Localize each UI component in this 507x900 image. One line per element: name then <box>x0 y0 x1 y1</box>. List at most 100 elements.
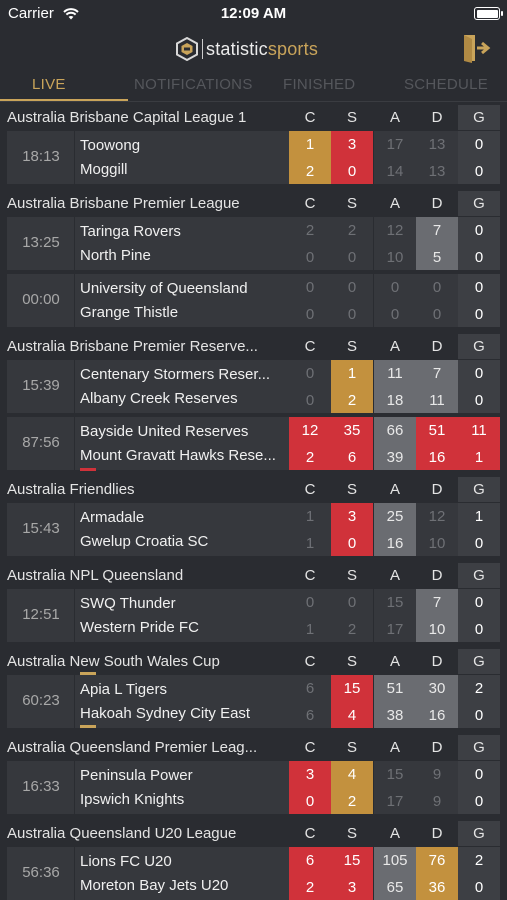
column-header-a: A <box>389 653 400 670</box>
stat-d-away: 36 <box>416 873 458 900</box>
match-row[interactable]: 18:13 Toowong Moggill 1 2 3 0 17 14 13 13 0 0 <box>0 131 507 184</box>
match-row[interactable]: 60:23 Apia L Tigers Hakoah Sydney City Eas… <box>0 672 507 728</box>
logout-icon[interactable] <box>461 32 491 64</box>
league-name: Australia NPL Queensland <box>7 567 184 584</box>
match-row[interactable]: 15:43 Armadale Gwelup Croatia SC 1 1 3 0 25 16 12… <box>0 503 507 556</box>
home-team: Armadale <box>80 509 145 526</box>
stat-g-home: 0 <box>458 131 500 158</box>
column-header-a: A <box>389 739 400 756</box>
column-header-c: C <box>304 567 316 584</box>
stat-s-home: 15 <box>331 847 373 874</box>
match-time-box <box>7 417 75 470</box>
tab-schedule[interactable]: SCHEDULE <box>404 76 489 93</box>
stat-c-away: 1 <box>289 615 331 642</box>
away-team: Albany Creek Reserves <box>80 390 238 407</box>
stat-a-away: 0 <box>374 300 416 327</box>
column-header-c: C <box>304 825 316 842</box>
league-header: Australia Queensland U20 League C S A D G <box>0 818 507 847</box>
carrier-label: Carrier <box>8 5 54 22</box>
league-name: Australia New South Wales Cup <box>7 653 220 670</box>
match-time: 18:13 <box>22 148 60 165</box>
home-team: Lions FC U20 <box>80 853 172 870</box>
column-header-d: D <box>431 195 443 212</box>
away-team: Moggill <box>80 161 128 178</box>
match-row-background <box>7 761 289 814</box>
stat-c-away: 0 <box>289 300 331 327</box>
stat-a-home: 11 <box>374 360 416 387</box>
stat-s-home: 3 <box>331 503 373 530</box>
match-time-box <box>7 589 75 642</box>
column-header-g: G <box>458 821 500 846</box>
stat-s-home: 1 <box>331 360 373 387</box>
match-time: 15:39 <box>22 377 60 394</box>
league-name: Australia Friendlies <box>7 481 135 498</box>
match-time: 87:56 <box>22 434 60 451</box>
home-team: Apia L Tigers <box>80 681 167 698</box>
stat-c-away: 0 <box>289 787 331 814</box>
stat-g-home: 2 <box>458 675 500 702</box>
match-time-box <box>7 761 75 814</box>
stat-a-away: 65 <box>374 873 416 900</box>
stat-g-away: 0 <box>458 615 500 642</box>
column-header-a: A <box>389 481 400 498</box>
tab-notifications[interactable]: NOTIFICATIONS <box>134 76 253 93</box>
stat-s-home: 2 <box>331 217 373 244</box>
column-header-d: D <box>431 109 443 126</box>
stat-s-away: 0 <box>331 157 373 184</box>
stat-d-home: 13 <box>416 131 458 158</box>
match-time-box <box>7 217 75 270</box>
match-row-background <box>7 360 289 413</box>
status-bar: Carrier 12:09 AM <box>0 0 507 28</box>
stat-a-home: 17 <box>374 131 416 158</box>
stat-s-away: 6 <box>331 443 373 470</box>
stat-s-away: 0 <box>331 529 373 556</box>
match-row[interactable]: 56:36 Lions FC U20 Moreton Bay Jets U20 6 2 1… <box>0 847 507 900</box>
match-row[interactable]: 13:25 Taringa Rovers North Pine 2 0 2 0 12 10 7 5 0… <box>0 217 507 270</box>
stat-a-away: 10 <box>374 243 416 270</box>
match-time: 60:23 <box>22 692 60 709</box>
match-row[interactable]: 12:51 SWQ Thunder Western Pride FC 0 1 0 2 15 17… <box>0 589 507 642</box>
stat-d-home: 9 <box>416 761 458 788</box>
match-row[interactable]: 87:56 Bayside United Reserves Mount Gravat… <box>0 417 507 471</box>
stat-s-home: 3 <box>331 131 373 158</box>
stat-a-home: 25 <box>374 503 416 530</box>
match-time-box <box>7 274 75 327</box>
league-header: Australia NPL Queensland C S A D G <box>0 560 507 589</box>
column-header-s: S <box>346 481 357 498</box>
match-row[interactable]: 16:33 Peninsula Power Ipswich Knights 3 0 4 2 1… <box>0 761 507 814</box>
tab-live[interactable]: LIVE <box>32 76 66 93</box>
match-row[interactable]: 15:39 Centenary Stormers Reser... Albany C… <box>0 360 507 413</box>
stat-d-away: 16 <box>416 701 458 728</box>
stat-c-home: 6 <box>289 675 331 702</box>
stat-d-away: 5 <box>416 243 458 270</box>
yellow-card-indicator <box>80 672 96 675</box>
match-time: 16:33 <box>22 778 60 795</box>
clock: 12:09 AM <box>220 5 287 22</box>
logo-text: statisticsports <box>206 39 319 59</box>
match-row-background <box>7 217 289 270</box>
league-name: Australia Brisbane Premier Reserve... <box>7 338 258 355</box>
match-row-background <box>7 417 289 470</box>
stat-g-away: 0 <box>458 529 500 556</box>
stat-s-home: 0 <box>331 274 373 301</box>
stat-s-away: 2 <box>331 787 373 814</box>
away-team: Western Pride FC <box>80 619 199 636</box>
match-row[interactable]: 00:00 University of Queensland Grange This… <box>0 274 507 327</box>
column-header-g: G <box>458 191 500 216</box>
match-row-background <box>7 675 289 728</box>
column-header-a: A <box>389 109 400 126</box>
stat-g-home: 1 <box>458 503 500 530</box>
stat-a-away: 18 <box>374 386 416 413</box>
stat-c-away: 6 <box>289 701 331 728</box>
tab-finished[interactable]: FINISHED <box>283 76 356 93</box>
home-team: University of Queensland <box>80 280 248 297</box>
match-time: 15:43 <box>22 520 60 537</box>
stat-g-home: 0 <box>458 217 500 244</box>
column-header-s: S <box>346 109 357 126</box>
stat-c-away: 0 <box>289 243 331 270</box>
stat-c-home: 12 <box>289 417 331 444</box>
stat-c-away: 2 <box>289 873 331 900</box>
stat-d-away: 9 <box>416 787 458 814</box>
column-header-d: D <box>431 653 443 670</box>
